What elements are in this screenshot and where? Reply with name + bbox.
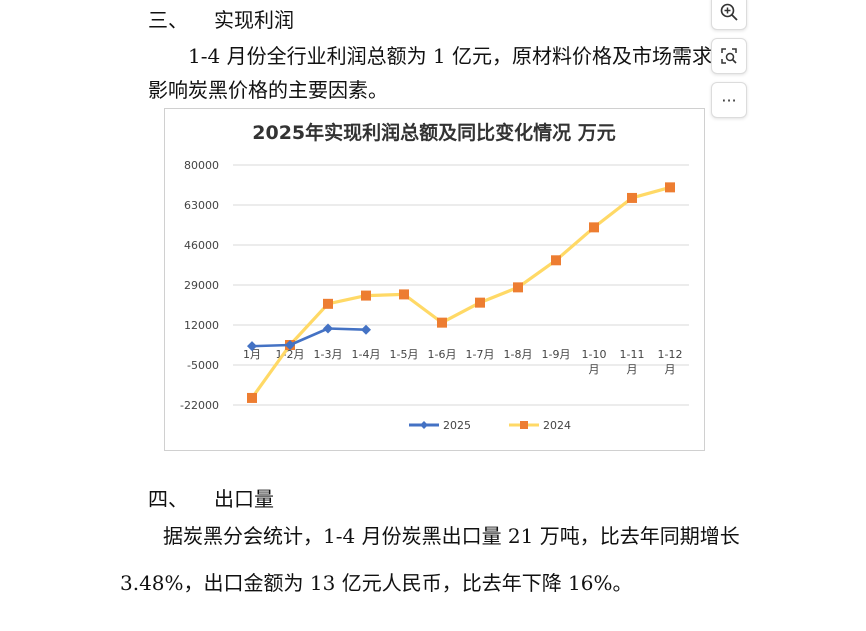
zoom-in-button[interactable]: [711, 0, 747, 30]
data-point-2024: [475, 297, 485, 308]
chart-svg: 2025年实现利润总额及同比变化情况 万元 80000 63000 46000 290…: [180, 121, 689, 432]
y-tick-label: -5000: [187, 359, 219, 372]
profit-chart: 2025年实现利润总额及同比变化情况 万元 80000 63000 46000 290…: [164, 108, 705, 451]
legend-label: 2025: [443, 419, 471, 432]
section-number: 三、: [148, 8, 188, 32]
x-tick-label: 1-7月: [466, 348, 495, 361]
x-tick-label: 1-3月: [314, 348, 343, 361]
series-layer: [247, 182, 675, 403]
data-point-2024: [323, 298, 333, 309]
chart-title: 2025年实现利润总额及同比变化情况 万元: [252, 121, 616, 144]
x-tick-label: 1-12: [658, 348, 683, 361]
data-point-2025: [323, 323, 333, 334]
x-axis: 1月 1-2月 1-3月 1-4月 1-5月 1-6月 1-7月 1-8月 1-9月 1-10 月 1…: [243, 348, 682, 376]
data-point-2024: [399, 289, 409, 300]
x-tick-label: 1-6月: [428, 348, 457, 361]
paragraph-line: 据炭黑分会统计，1-4 月份炭黑出口量 21 万吨，比去年同期增长: [163, 524, 740, 548]
zoom-in-icon: [720, 3, 738, 21]
section-number: 四、: [148, 487, 188, 511]
y-tick-label: 80000: [184, 159, 219, 172]
data-point-2024: [589, 222, 599, 233]
data-point-2024: [627, 192, 637, 203]
paragraph-line: 影响炭黑价格的主要因素。: [148, 78, 388, 102]
section-title: 出口量: [214, 487, 274, 511]
data-point-2024: [551, 255, 561, 266]
x-tick-label: 月: [665, 363, 676, 376]
data-point-2025: [361, 324, 371, 335]
y-tick-label: 63000: [184, 199, 219, 212]
series-line-2024: [250, 185, 671, 399]
x-tick-label: 1-11: [620, 348, 645, 361]
section-title: 实现利润: [214, 8, 294, 32]
data-point-2024: [437, 317, 447, 328]
image-search-button[interactable]: [711, 38, 747, 74]
legend: 2025 2024: [409, 419, 571, 432]
x-tick-label: 月: [589, 363, 600, 376]
legend-swatch-marker: [520, 421, 528, 429]
more-options-button[interactable]: ···: [711, 82, 747, 118]
data-point-2024: [247, 392, 257, 403]
x-tick-label: 1-2月: [276, 348, 305, 361]
y-tick-label: 46000: [184, 239, 219, 252]
x-tick-label: 1月: [243, 348, 261, 361]
y-tick-label: 12000: [184, 319, 219, 332]
x-tick-label: 1-8月: [504, 348, 533, 361]
x-tick-label: 1-9月: [542, 348, 571, 361]
y-axis: 80000 63000 46000 29000 12000 -5000 -22000: [180, 159, 219, 412]
series-line-2025: [251, 327, 367, 348]
data-point-2025: [285, 340, 295, 350]
image-search-icon: [721, 48, 737, 64]
data-point-2025: [247, 341, 257, 352]
y-tick-label: 29000: [184, 279, 219, 292]
paragraph-line: 3.48%，出口金额为 13 亿元人民币，比去年下降 16%。: [120, 571, 633, 595]
x-tick-label: 1-4月: [352, 348, 381, 361]
legend-swatch-marker: [420, 421, 428, 429]
y-tick-label: -22000: [180, 399, 219, 412]
data-point-2024: [665, 182, 675, 193]
data-point-2024: [513, 282, 523, 293]
x-tick-label: 月: [627, 363, 638, 376]
x-tick-label: 1-5月: [390, 348, 419, 361]
x-tick-label: 1-10: [582, 348, 607, 361]
more-icon: ···: [721, 90, 737, 110]
data-point-2024: [361, 290, 371, 301]
legend-label: 2024: [543, 419, 571, 432]
grid-layer: [233, 164, 689, 406]
paragraph-line: 1-4 月份全行业利润总额为 1 亿元，原材料价格及市场需求: [188, 44, 713, 68]
